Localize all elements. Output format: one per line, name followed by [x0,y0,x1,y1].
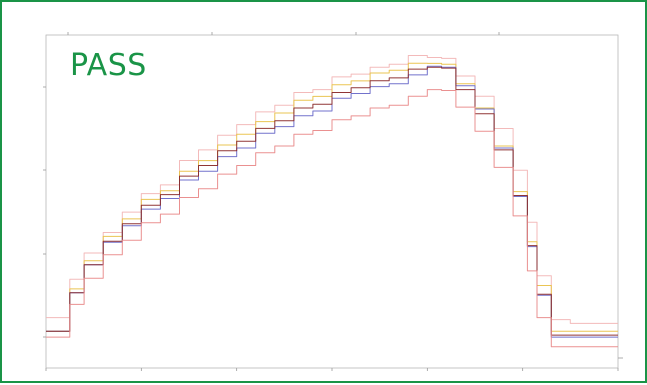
series-line-3 [46,65,618,338]
series-line-4 [46,66,618,336]
series-layer [46,55,618,348]
pass-status-label: PASS [70,48,147,83]
chart-axes [43,32,623,371]
series-line-5 [46,89,618,348]
